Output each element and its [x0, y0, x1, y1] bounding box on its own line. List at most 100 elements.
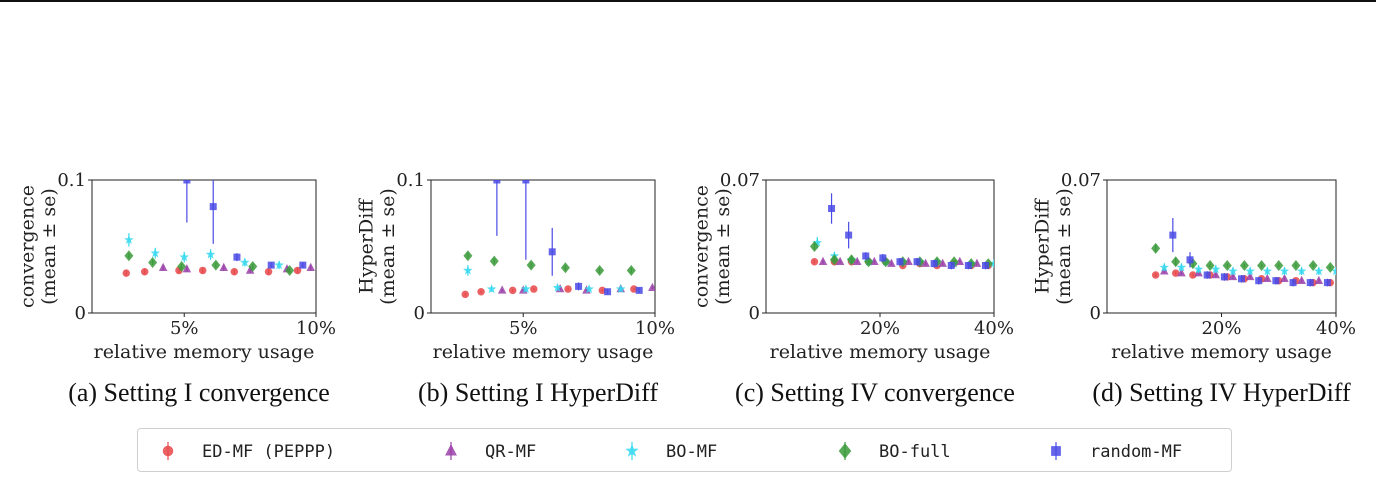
x-tick-label: 10%: [635, 318, 675, 339]
data-point: [648, 282, 655, 291]
data-point: [148, 256, 158, 268]
data-point: [205, 249, 216, 259]
data-point: [1289, 279, 1297, 287]
data-point: [230, 268, 239, 276]
data-point: [489, 255, 499, 267]
y-tick-label: 0: [75, 303, 86, 324]
data-point: [1211, 270, 1221, 279]
legend-marker-icon: [838, 443, 852, 459]
data-point: [211, 259, 221, 271]
chart-panel-1: 0 0.1 5% 10%relative memory usage HyperDiff(…: [355, 170, 675, 407]
data-point: [575, 282, 583, 290]
data-point: [1255, 277, 1263, 285]
data-point: [1257, 260, 1267, 271]
y-tick-label: 0.1: [396, 170, 425, 191]
data-point: [1296, 266, 1307, 276]
panel-caption: (a) Setting I convergence: [68, 378, 330, 407]
data-point: [198, 266, 207, 275]
legend-item-random-mf: random-MF: [1051, 442, 1182, 462]
x-tick-label: 40%: [974, 318, 1014, 339]
x-tick-label: 40%: [1316, 318, 1356, 339]
data-point: [508, 286, 517, 295]
data-point: [604, 288, 612, 296]
panel-caption: (c) Setting IV convergence: [735, 378, 1015, 407]
data-point: [497, 285, 507, 294]
legend-label: ED-MF (PEPPP): [202, 442, 335, 462]
x-axis-label: relative memory usage: [770, 341, 991, 363]
y-axis-label: convergence(mean ± se): [16, 185, 60, 308]
data-point: [835, 256, 845, 265]
data-point: [209, 203, 217, 211]
data-point: [219, 262, 229, 272]
plot-frame: [430, 179, 656, 314]
data-point: [530, 285, 538, 293]
chart-panel-3: 0 0.07 20% 40%relative memory usage HyperDif…: [1031, 170, 1356, 407]
data-point: [122, 269, 131, 277]
data-point: [938, 258, 947, 267]
data-point: [1314, 275, 1324, 284]
legend-item-bo-full: BO-full: [838, 442, 951, 462]
data-point: [1279, 266, 1290, 276]
data-point: [964, 262, 972, 269]
y-tick-label: 0.07: [720, 170, 760, 191]
data-point: [913, 258, 921, 266]
data-point: [493, 180, 501, 184]
data-point: [150, 248, 160, 258]
data-point: [1239, 260, 1249, 271]
data-point: [810, 257, 819, 266]
data-point: [1228, 266, 1238, 276]
x-tick-label: 20%: [1201, 318, 1241, 339]
data-point: [981, 262, 989, 269]
data-point: [124, 234, 134, 244]
data-point: [245, 265, 255, 274]
x-axis-label: relative memory usage: [433, 341, 654, 363]
data-point: [306, 262, 315, 272]
data-point: [1263, 273, 1272, 283]
y-tick-label: 0.1: [57, 170, 86, 191]
data-point: [896, 258, 904, 266]
data-point: [1220, 273, 1228, 281]
legend-label: QR-MF: [485, 442, 536, 462]
data-point: [818, 256, 828, 265]
x-axis-label: relative memory usage: [1111, 341, 1332, 363]
legend-label: BO-full: [879, 442, 951, 462]
data-point: [845, 231, 853, 239]
x-tick-label: 5%: [170, 318, 199, 339]
data-point: [521, 284, 531, 294]
data-point: [1159, 262, 1169, 272]
data-point: [1193, 264, 1204, 274]
legend-item-ed-mf: ED-MF (PEPPP): [162, 442, 335, 462]
data-point: [1228, 271, 1238, 281]
data-point: [1297, 275, 1306, 284]
data-point: [1323, 279, 1331, 287]
data-point: [1203, 271, 1211, 279]
data-point: [299, 261, 307, 269]
data-point: [828, 205, 836, 212]
data-point: [887, 258, 896, 267]
legend-marker-icon: [445, 444, 457, 456]
data-point: [635, 286, 643, 294]
panel-caption: (d) Setting IV HyperDiff: [1092, 378, 1351, 407]
data-point: [1171, 269, 1180, 277]
data-point: [248, 260, 258, 272]
legend-label: BO-MF: [666, 442, 717, 462]
data-point: [526, 259, 536, 271]
x-tick-label: 5%: [509, 318, 538, 339]
x-tick-label: 20%: [860, 318, 900, 339]
data-point: [560, 262, 570, 274]
data-point: [1171, 256, 1181, 268]
data-point: [461, 290, 470, 299]
data-point: [829, 254, 839, 266]
chart-panel-2: 0 0.07 20% 40%relative memory usage converge…: [690, 170, 1015, 407]
data-point: [182, 264, 192, 273]
legend-box: ED-MF (PEPPP) QR-MF BO-MF BO-full random-MF: [137, 428, 1232, 472]
data-point: [1314, 266, 1324, 276]
data-point: [1222, 260, 1232, 271]
data-point: [486, 284, 497, 294]
y-axis-label: HyperDiff(mean ± se): [1031, 188, 1075, 305]
data-point: [947, 262, 955, 269]
data-point: [463, 265, 473, 275]
plot-frame: [1106, 179, 1337, 314]
data-point: [1189, 271, 1197, 279]
chart-panel-0: 0 0.1 5% 10%relative memory usage convergenc…: [16, 170, 336, 407]
